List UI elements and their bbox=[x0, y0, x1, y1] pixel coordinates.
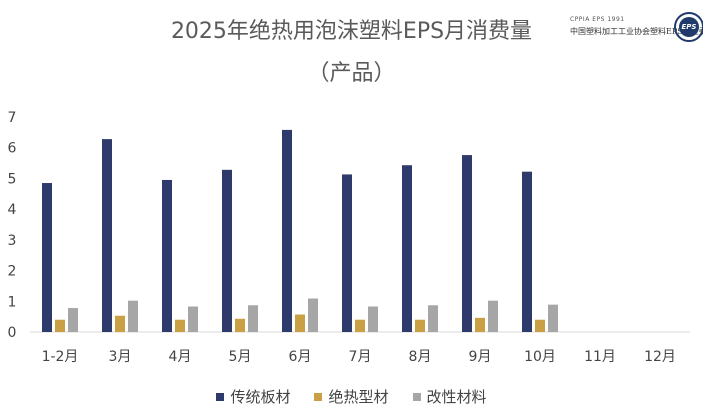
x-tick-label: 4月 bbox=[169, 349, 192, 365]
bar-1 bbox=[402, 165, 412, 332]
bar-1 bbox=[222, 169, 232, 332]
bar-2 bbox=[535, 319, 545, 332]
y-tick-label: 6 bbox=[8, 141, 17, 157]
bar-2 bbox=[415, 319, 425, 332]
legend-swatch-icon bbox=[314, 392, 323, 401]
legend-item-3: 改性材料 bbox=[412, 386, 487, 407]
chart-title-line2: （产品） bbox=[307, 61, 396, 86]
x-tick-label: 5月 bbox=[229, 349, 252, 365]
bar-1 bbox=[102, 139, 112, 332]
bar-2 bbox=[55, 319, 65, 332]
legend-swatch-icon bbox=[412, 392, 421, 401]
x-tick-label: 9月 bbox=[469, 349, 492, 365]
bar-2 bbox=[175, 319, 185, 332]
bar-3 bbox=[548, 304, 558, 332]
bar-1 bbox=[522, 171, 532, 332]
bar-3 bbox=[128, 300, 138, 332]
y-tick-label: 1 bbox=[8, 294, 17, 310]
legend-item-2: 绝热型材 bbox=[314, 386, 389, 407]
x-tick-label: 10月 bbox=[524, 349, 556, 365]
bar-1 bbox=[342, 174, 352, 332]
legend-label: 绝热型材 bbox=[328, 388, 389, 406]
bar-1 bbox=[162, 179, 172, 332]
seal-icon: EPS bbox=[674, 12, 703, 42]
bar-1 bbox=[462, 155, 472, 332]
organization-logo: CPPIA EPS 1991 中国塑料加工工业协会塑料EPS专业委员会 EPS bbox=[568, 12, 703, 46]
logo-org-name: 中国塑料加工工业协会塑料EPS专业委员会 bbox=[570, 27, 703, 36]
x-tick-label: 11月 bbox=[584, 349, 616, 365]
y-tick-label: 3 bbox=[8, 233, 17, 249]
chart-title-line1: 2025年绝热用泡沫塑料EPS月消费量 bbox=[170, 19, 533, 44]
bar-2 bbox=[115, 315, 125, 332]
x-tick-label: 8月 bbox=[409, 349, 432, 365]
logo-caption: CPPIA EPS 1991 bbox=[570, 16, 625, 23]
y-tick-label: 7 bbox=[8, 110, 17, 126]
bar-2 bbox=[475, 317, 485, 332]
legend-item-1: 传统板材 bbox=[216, 386, 290, 407]
bar-1 bbox=[282, 129, 292, 332]
x-tick-label: 6月 bbox=[289, 349, 312, 365]
bar-2 bbox=[295, 314, 305, 332]
bar-3 bbox=[368, 306, 378, 332]
y-tick-label: 4 bbox=[8, 202, 17, 218]
bar-3 bbox=[428, 305, 438, 332]
x-tick-label: 3月 bbox=[109, 349, 132, 365]
bar-3 bbox=[188, 306, 198, 332]
bar-3 bbox=[248, 305, 258, 332]
chart-legend: 传统板材 绝热型材 改性材料 bbox=[0, 386, 703, 407]
legend-label: 传统板材 bbox=[230, 388, 291, 406]
y-tick-label: 5 bbox=[8, 171, 17, 187]
bar-2 bbox=[235, 318, 245, 332]
x-tick-label: 7月 bbox=[349, 349, 372, 365]
y-tick-label: 2 bbox=[8, 264, 17, 280]
bar-3 bbox=[488, 300, 498, 332]
legend-swatch-icon bbox=[216, 392, 225, 401]
bar-2 bbox=[355, 319, 365, 332]
bar-3 bbox=[308, 298, 318, 332]
y-tick-label: 0 bbox=[8, 325, 17, 341]
bar-3 bbox=[68, 308, 78, 332]
x-tick-label: 1-2月 bbox=[42, 349, 79, 365]
seal-text: EPS bbox=[679, 17, 699, 37]
legend-label: 改性材料 bbox=[426, 388, 487, 406]
bar-1 bbox=[42, 183, 52, 332]
x-tick-label: 12月 bbox=[644, 349, 676, 365]
